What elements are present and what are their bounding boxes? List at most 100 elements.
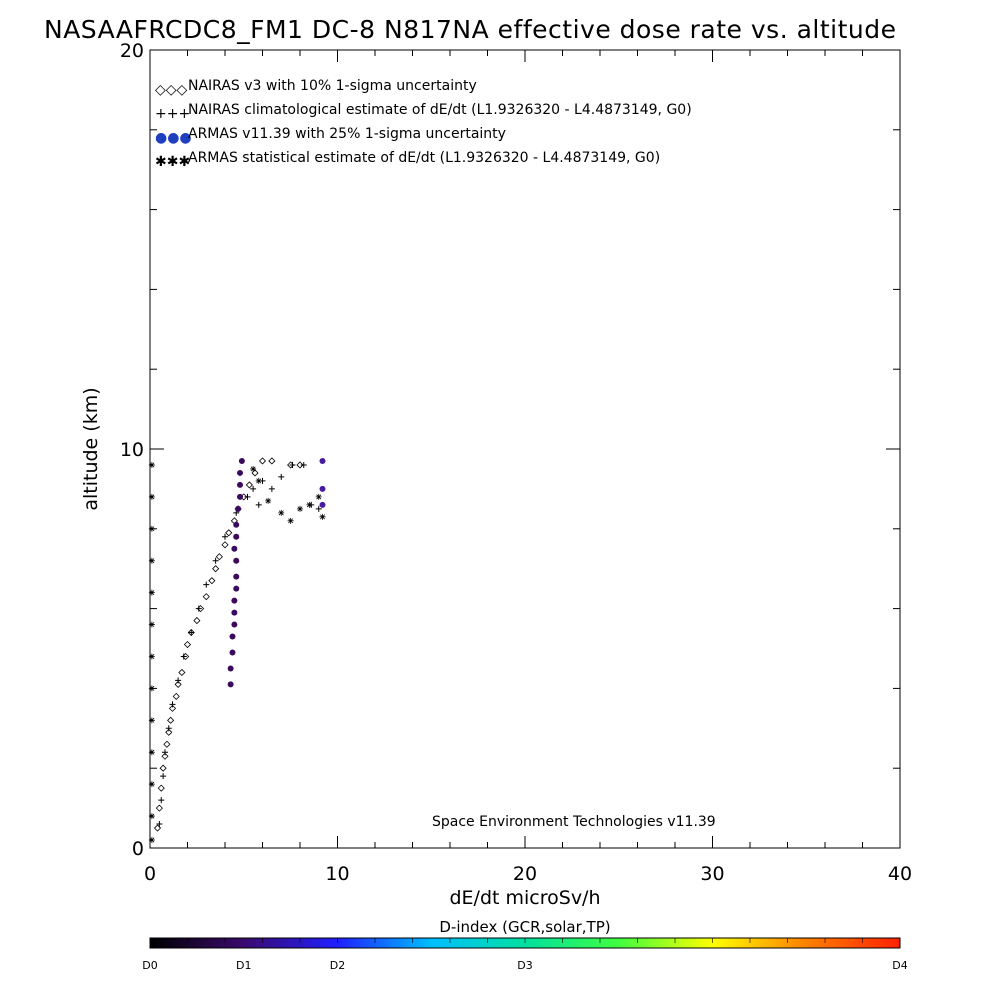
nairas-clim-point [175, 677, 182, 684]
chart-title: NASAAFRCDC8_FM1 DC-8 N817NA effective do… [44, 15, 897, 44]
x-tick-label: 20 [513, 863, 537, 885]
armas-stat-point [148, 557, 155, 564]
armas-point [229, 633, 236, 640]
nairas-point [172, 692, 180, 700]
series-3 [148, 461, 326, 844]
armas-point [227, 665, 234, 672]
legend-marker: +++ [155, 106, 190, 122]
armas-point [233, 585, 240, 592]
nairas-point [159, 764, 167, 772]
armas-stat-point [306, 501, 313, 508]
x-axis-minor-ticks [187, 50, 863, 848]
nairas-clim-point [278, 473, 285, 480]
nairas-clim-point [158, 797, 165, 804]
armas-stat-point [255, 477, 262, 484]
x-axis-label: dE/dt microSv/h [449, 887, 600, 909]
nairas-point [193, 617, 201, 625]
plot-frame [149, 49, 901, 849]
armas-stat-point [315, 493, 322, 500]
armas-point [235, 505, 242, 512]
colorbar-ticks: D0 D1 D2 D3 D4 [142, 938, 908, 972]
armas-point [231, 621, 238, 628]
armas-stat-point [265, 497, 272, 504]
nairas-point [183, 640, 192, 649]
colorbar-tick-label: D2 [330, 959, 345, 972]
nairas-clim-point [212, 557, 219, 564]
nairas-clim-point [180, 653, 187, 660]
armas-stat-point [250, 465, 257, 472]
series-1 [156, 461, 322, 828]
series-2 [227, 457, 326, 688]
armas-stat-point [148, 493, 155, 500]
nairas-clim-point [250, 485, 257, 492]
y-axis-label: altitude (km) [80, 387, 102, 510]
armas-stat-point [148, 717, 155, 724]
nairas-point [165, 728, 173, 736]
legend-marker: ●●● [155, 130, 192, 146]
x-axis-ticks: 0 10 20 30 40 [144, 50, 912, 885]
series-0 [153, 457, 304, 832]
colorbar-tick-label: D4 [892, 959, 907, 972]
nairas-point [161, 752, 169, 760]
armas-point [319, 501, 326, 508]
nairas-point [221, 541, 229, 549]
nairas-clim-point [300, 461, 307, 468]
x-tick-label: 30 [700, 863, 724, 885]
nairas-clim-point [268, 485, 275, 492]
nairas-clim-point [195, 605, 202, 612]
nairas-point [163, 740, 171, 748]
armas-stat-point [148, 685, 155, 692]
armas-stat-point [148, 837, 155, 844]
y-tick-label: 0 [132, 838, 144, 860]
x-tick-label: 10 [325, 863, 349, 885]
armas-point [233, 557, 240, 564]
armas-stat-point [287, 517, 294, 524]
armas-point [237, 469, 243, 476]
nairas-clim-point [255, 501, 262, 508]
nairas-clim-point [188, 629, 195, 636]
colorbar-tick-label: D3 [517, 959, 532, 972]
nairas-clim-point [169, 701, 176, 708]
nairas-point [212, 565, 220, 573]
y-tick-label: 10 [120, 439, 144, 461]
y-axis-ticks: 0 10 20 [120, 40, 900, 860]
armas-point [233, 521, 240, 528]
armas-point [229, 649, 236, 656]
legend-label: ARMAS statistical estimate of dE/dt (L1.… [188, 150, 660, 166]
armas-stat-point [297, 505, 303, 512]
armas-point [231, 609, 238, 616]
series-layer [148, 457, 326, 844]
armas-stat-point [148, 781, 155, 788]
armas-point [227, 681, 234, 688]
armas-stat-point [278, 509, 285, 516]
armas-point [233, 533, 240, 540]
nairas-point [202, 593, 210, 601]
nairas-point [178, 668, 186, 677]
armas-point [237, 481, 243, 488]
nairas-point [245, 481, 253, 489]
colorbar-title: D-index (GCR,solar,TP) [439, 918, 610, 936]
nairas-clim-point [203, 581, 210, 588]
armas-point [237, 493, 243, 500]
nairas-point [225, 529, 233, 537]
nairas-point [296, 461, 304, 469]
armas-point [238, 457, 245, 464]
nairas-clim-point [160, 773, 167, 780]
armas-stat-point [148, 589, 155, 596]
nairas-point [215, 553, 223, 561]
y-axis-minor-ticks [150, 129, 900, 769]
armas-stat-point [319, 513, 326, 520]
legend-label: ARMAS v11.39 with 25% 1-sigma uncertaint… [188, 126, 506, 142]
armas-stat-point [148, 461, 155, 468]
nairas-point [174, 680, 182, 688]
x-tick-label: 0 [144, 863, 156, 885]
armas-point [319, 457, 326, 464]
nairas-clim-point [244, 493, 251, 500]
nairas-clim-point [156, 821, 163, 828]
armas-stat-point [148, 525, 155, 532]
colorbar-tick-label: D0 [142, 959, 157, 972]
credit-text: Space Environment Technologies v11.39 [432, 814, 716, 830]
legend-label: NAIRAS v3 with 10% 1-sigma uncertainty [188, 78, 477, 94]
nairas-point [155, 804, 163, 812]
nairas-clim-point [165, 725, 172, 732]
